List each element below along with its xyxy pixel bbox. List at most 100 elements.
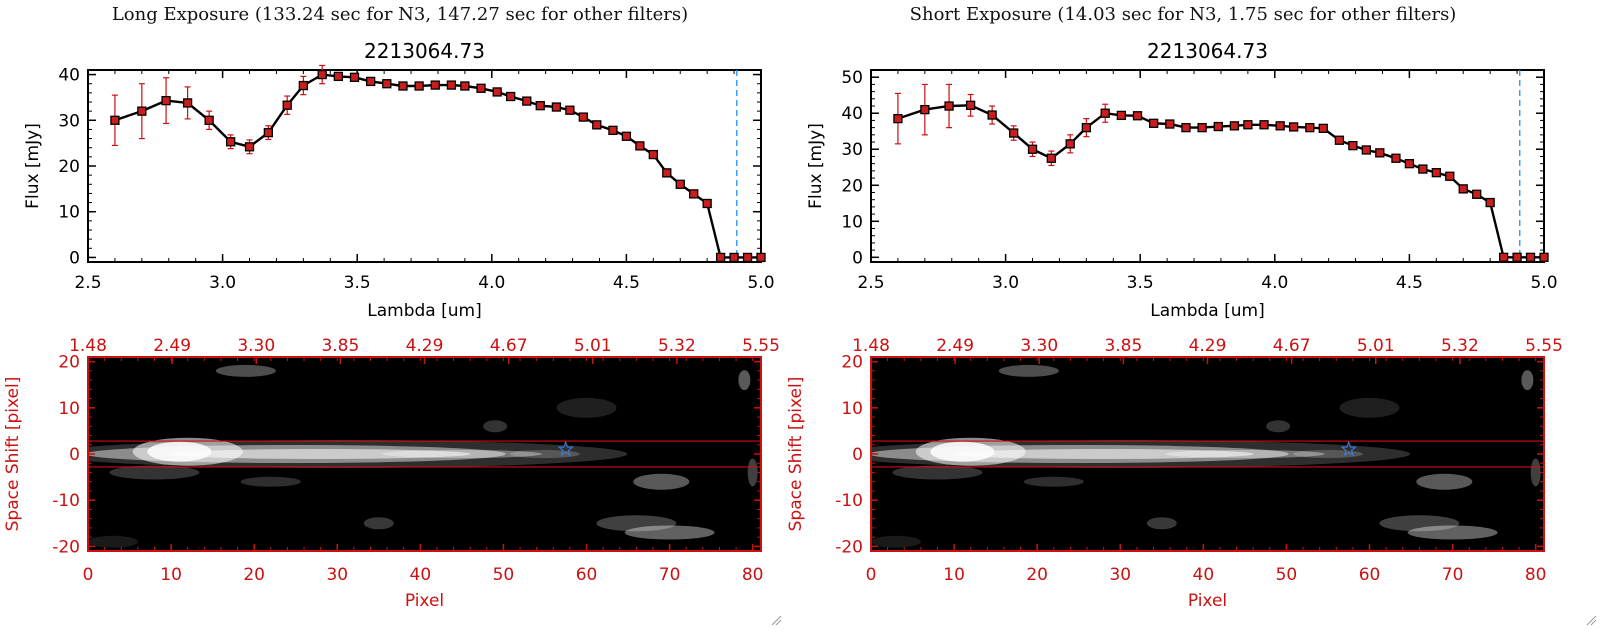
pixel-tick-label: 20 <box>1026 565 1048 585</box>
data-point <box>1081 122 1092 133</box>
wavelength-tick-label: 3.30 <box>1020 336 1058 356</box>
data-point <box>551 102 562 112</box>
y-tick-label: 40 <box>841 104 863 124</box>
pixel-tick-label: 70 <box>659 565 681 585</box>
data-point <box>282 100 292 110</box>
resize-grip-icon[interactable] <box>770 614 782 626</box>
data-point <box>565 105 575 115</box>
data-point <box>298 80 309 91</box>
data-point <box>110 115 120 125</box>
data-point <box>635 141 645 151</box>
data-point <box>1197 122 1207 133</box>
wavelength-tick-label: 4.29 <box>1189 336 1227 356</box>
x-tick-label: 2.5 <box>74 273 101 293</box>
pixel-tick-label: 30 <box>1109 565 1131 585</box>
data-point <box>893 113 903 124</box>
emission-region <box>1146 517 1177 530</box>
x-tick-label: 2.5 <box>857 273 884 293</box>
data-point <box>1229 121 1240 131</box>
shift-axis-label: Space Shift [pixel] <box>3 377 23 532</box>
data-point <box>1498 252 1509 262</box>
pixel-tick-label: 40 <box>410 565 432 585</box>
data-point <box>226 137 236 147</box>
emission-region <box>1266 420 1291 433</box>
x-tick-label: 4.5 <box>613 273 640 293</box>
data-point <box>1100 108 1110 118</box>
pixel-tick-label: 20 <box>243 565 265 585</box>
y-tick-label: 40 <box>58 66 80 86</box>
data-point <box>944 101 954 111</box>
data-point <box>1318 123 1328 134</box>
short-exposure-panel: Short Exposure (14.03 sec for N3, 1.75 s… <box>783 0 1583 630</box>
shift-tick-label: -20 <box>835 537 863 557</box>
image-emission-group <box>47 364 758 548</box>
data-point <box>1065 139 1075 149</box>
short-exposure-figure: 2213064.73 2.5 3.0 3.5 4.0 4.5 5.0 0 10 20 30 40 50 L… <box>786 39 1563 611</box>
pixel-tick-label: 40 <box>1193 565 1215 585</box>
data-point <box>476 83 486 93</box>
emission-region <box>998 364 1059 377</box>
wavelength-tick-label: 5.55 <box>742 336 780 356</box>
data-point <box>244 142 255 152</box>
wavelength-tick-label: 3.85 <box>321 336 359 356</box>
wavelength-tick-label: 5.01 <box>574 336 612 356</box>
shift-tick-label: 0 <box>69 445 80 465</box>
wavelength-tick-label: 4.67 <box>490 336 528 356</box>
pixel-tick-label: 70 <box>1442 565 1464 585</box>
data-point <box>702 198 712 209</box>
shift-tick-label: 20 <box>841 353 863 373</box>
wavelength-tick-label: 5.55 <box>1525 336 1563 356</box>
emission-region <box>483 420 508 433</box>
wavelength-tick-label: 3.30 <box>237 336 275 356</box>
wavelength-tick-label: 2.49 <box>153 336 191 356</box>
emission-region <box>87 535 138 548</box>
emission-region <box>747 458 758 487</box>
x-axis-label: Lambda [um] <box>367 301 481 321</box>
data-point <box>1275 121 1285 131</box>
chart-subtitle: 2213064.73 <box>364 39 485 63</box>
data-point <box>1027 144 1038 154</box>
data-point <box>675 179 685 189</box>
pixel-tick-label: 80 <box>742 565 764 585</box>
data-point <box>522 96 532 106</box>
data-point <box>414 81 424 91</box>
source-star-icon <box>1340 440 1358 457</box>
y-tick-label: 0 <box>69 248 80 268</box>
y-tick-label: 30 <box>58 111 80 131</box>
data-point <box>204 115 214 125</box>
resize-grip-icon[interactable] <box>1585 614 1597 626</box>
emission-region <box>1416 473 1473 490</box>
shift-tick-label: 0 <box>852 445 863 465</box>
short-exposure-title: Short Exposure (14.03 sec for N3, 1.75 s… <box>909 4 1457 25</box>
x-tick-label: 3.5 <box>344 273 371 293</box>
emission-region <box>633 473 690 490</box>
data-point <box>1418 164 1428 174</box>
emission-region <box>240 476 301 487</box>
data-point <box>1391 153 1401 163</box>
y-tick-label: 10 <box>58 203 80 223</box>
plot-frame <box>870 69 1545 263</box>
pixel-tick-label: 60 <box>576 565 598 585</box>
data-point <box>333 71 344 82</box>
x-tick-label: 3.0 <box>992 273 1019 293</box>
data-point <box>1512 252 1522 262</box>
data-point <box>608 125 618 135</box>
data-point <box>987 110 997 120</box>
x-tick-label: 5.0 <box>747 273 774 293</box>
data-point <box>742 252 753 263</box>
data-point <box>1472 189 1482 199</box>
emission-region <box>170 449 471 459</box>
pixel-tick-label: 0 <box>83 565 94 585</box>
data-point <box>1132 111 1143 121</box>
data-point <box>382 79 392 89</box>
emission-region <box>892 465 983 480</box>
wavelength-tick-label: 5.01 <box>1357 336 1395 356</box>
data-point <box>1539 252 1549 262</box>
data-point <box>965 100 976 110</box>
wavelength-tick-label: 5.32 <box>1441 336 1479 356</box>
long-exposure-panel: Long Exposure (133.24 sec for N3, 147.27… <box>3 4 780 611</box>
x-tick-label: 3.0 <box>209 273 236 293</box>
y-tick-label: 30 <box>841 140 863 160</box>
emission-region <box>953 449 1254 459</box>
wavelength-tick-label: 5.32 <box>658 336 696 356</box>
